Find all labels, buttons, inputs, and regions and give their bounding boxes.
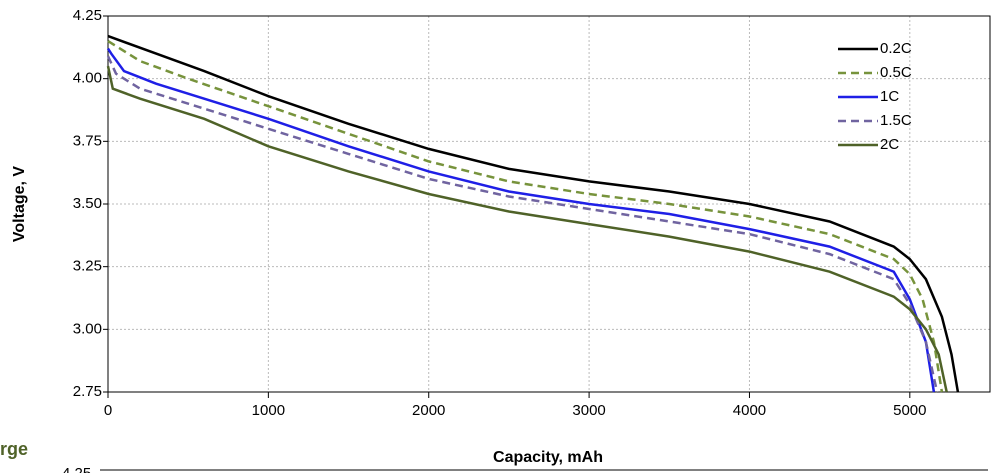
legend-label: 1C — [880, 88, 899, 105]
series-line — [106, 65, 948, 393]
x-tick-label: 3000 — [572, 402, 605, 419]
x-axis-title: Capacity, mAh — [493, 449, 603, 466]
legend-label: 1.5C — [880, 112, 912, 129]
series-line — [106, 47, 936, 393]
y-tick-label: 3.75 — [73, 132, 102, 149]
y-tick-label: 4.00 — [73, 70, 102, 87]
series-line — [107, 34, 960, 393]
y-tick-label: 3.50 — [73, 195, 102, 212]
x-tick-label: 2000 — [412, 402, 445, 419]
y-tick-label: 4.25 — [73, 7, 102, 24]
plot-frame — [107, 15, 991, 393]
y-tick-label: 3.25 — [73, 258, 102, 275]
fragment-title: rge — [0, 439, 28, 459]
y-tick-label: 3.00 — [73, 320, 102, 337]
legend-label: 0.5C — [880, 64, 912, 81]
x-tick-label: 5000 — [893, 402, 926, 419]
legend-label: 2C — [880, 136, 899, 153]
fragment-tick: 4.25 — [62, 465, 91, 473]
y-tick-label: 2.75 — [73, 383, 102, 400]
x-tick-label: 1000 — [252, 402, 285, 419]
y-axis-title: Voltage, V — [11, 166, 28, 242]
series-line — [107, 40, 944, 393]
legend-label: 0.2C — [880, 40, 912, 57]
x-tick-label: 0 — [104, 402, 112, 419]
series-line — [106, 55, 939, 393]
x-tick-label: 4000 — [733, 402, 766, 419]
